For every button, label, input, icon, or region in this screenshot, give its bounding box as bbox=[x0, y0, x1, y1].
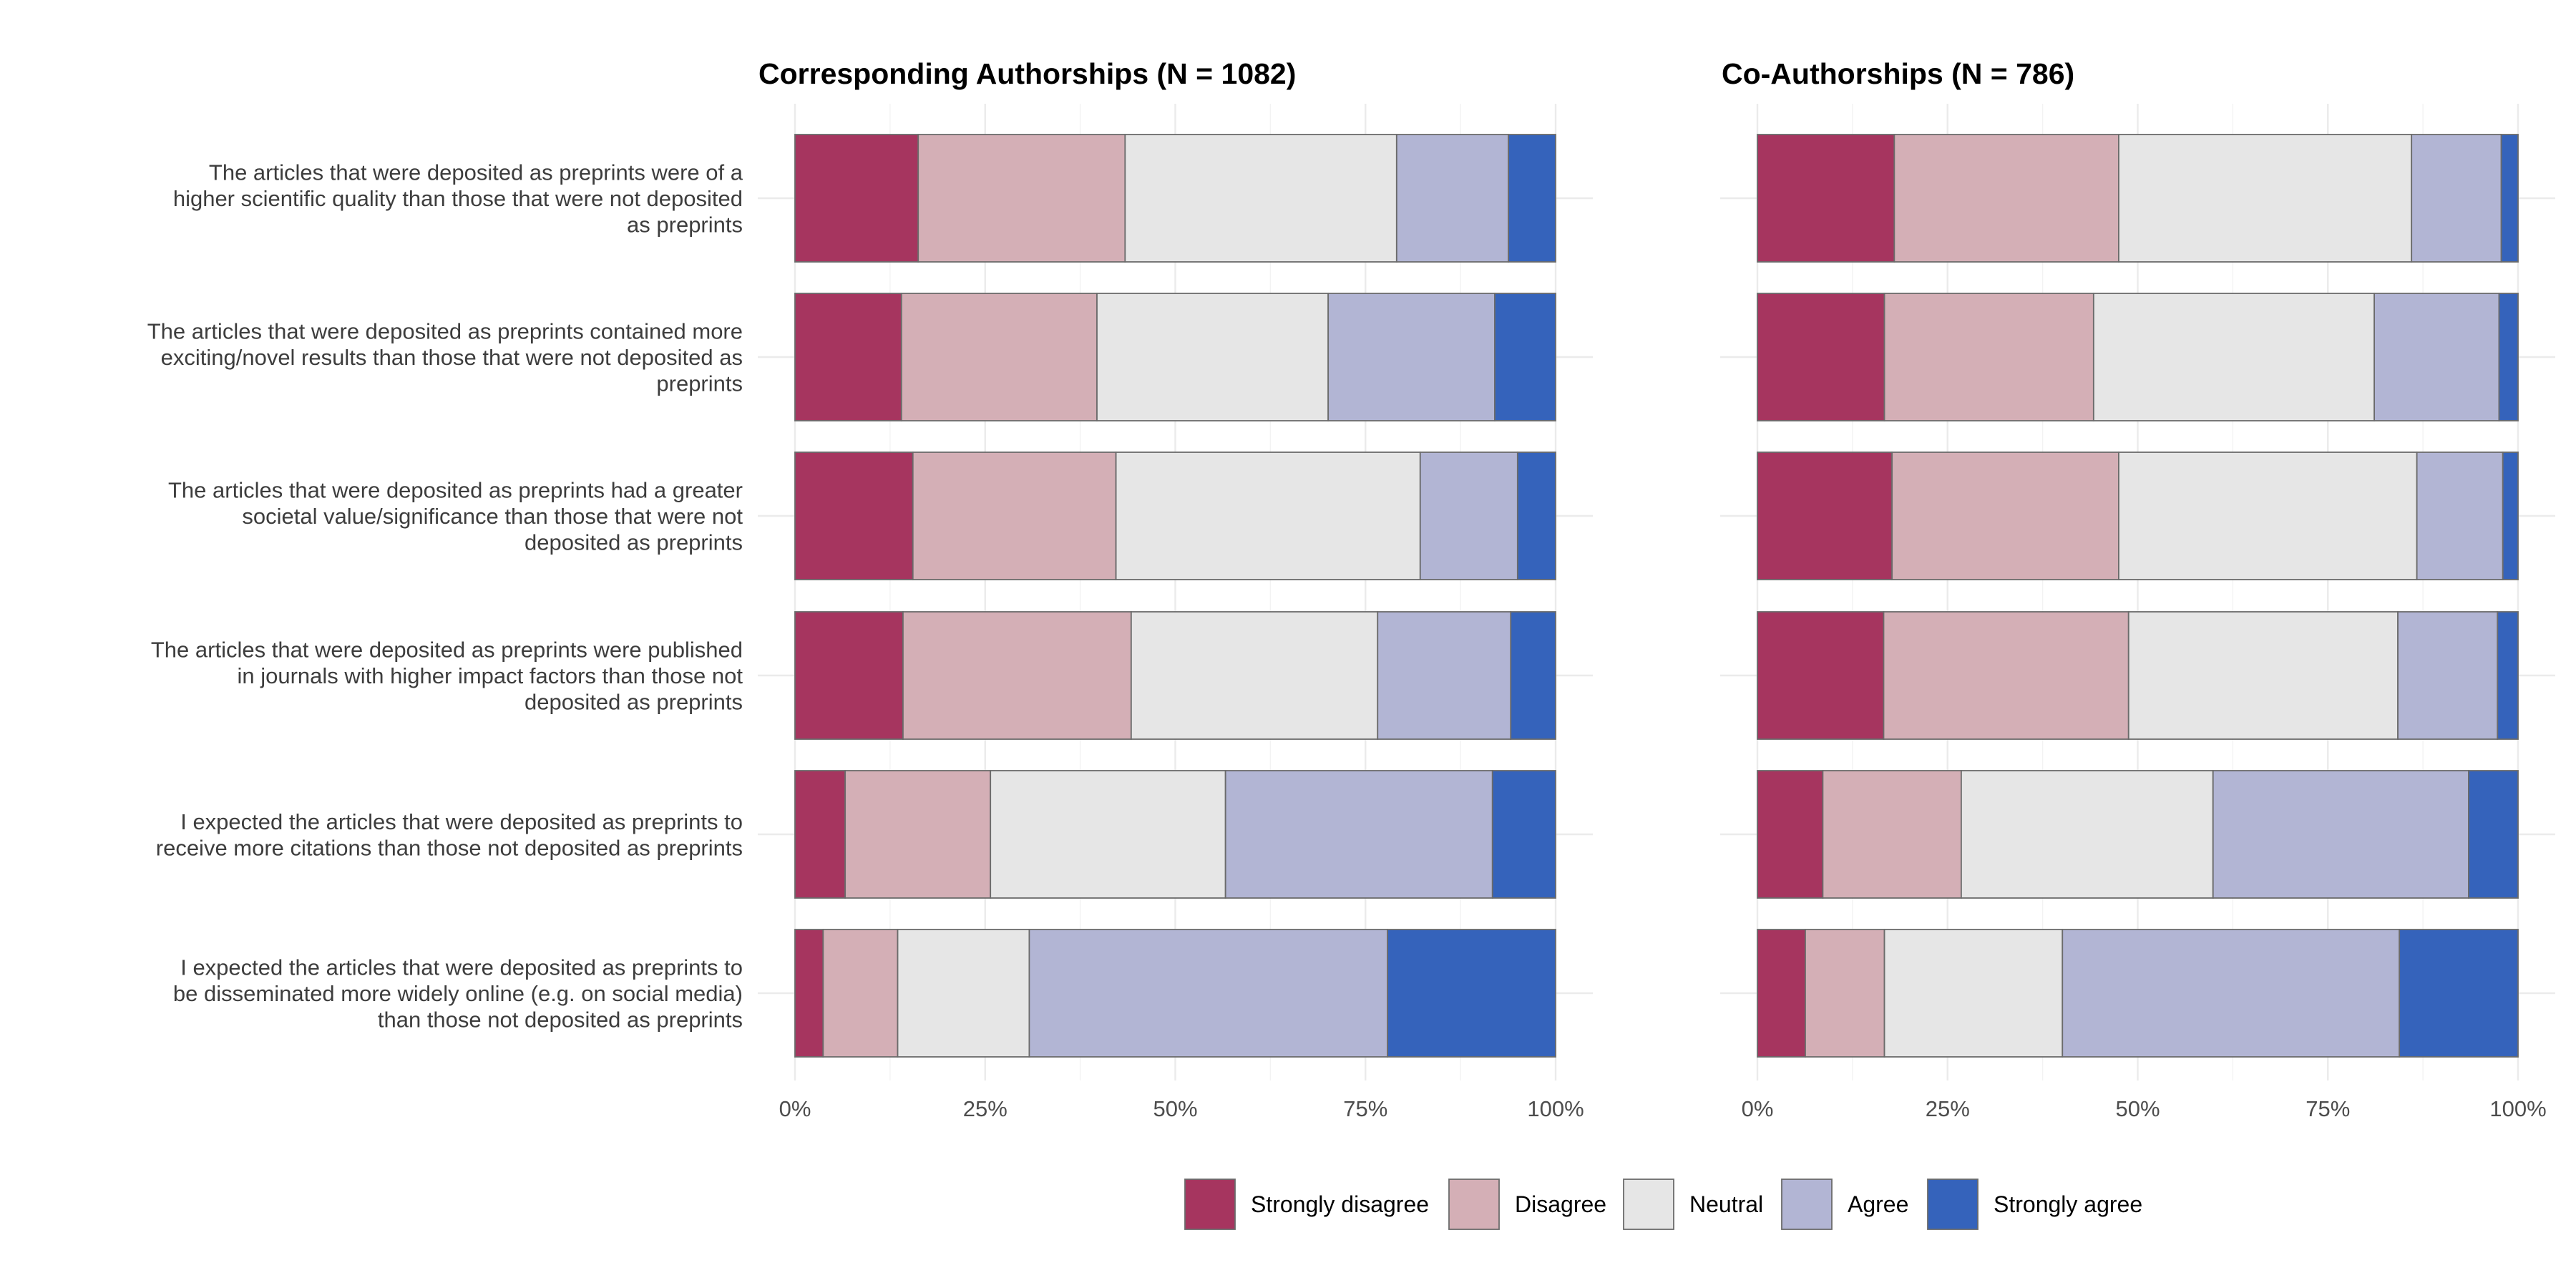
bar-segment-agree[interactable] bbox=[2397, 611, 2499, 740]
x-tick-label: 100% bbox=[2489, 1096, 2546, 1121]
bar-segment-neutral[interactable] bbox=[1096, 293, 1330, 421]
bar-segment-strongly-agree[interactable] bbox=[1387, 929, 1556, 1058]
bar-segment-neutral[interactable] bbox=[990, 770, 1226, 899]
x-tick-label: 25% bbox=[963, 1096, 1008, 1121]
bar-segment-disagree[interactable] bbox=[1893, 134, 2119, 263]
bar-segment-disagree[interactable] bbox=[912, 452, 1117, 580]
bar-segment-strongly-disagree[interactable] bbox=[1757, 929, 1806, 1058]
x-tick-label: 75% bbox=[2306, 1096, 2350, 1121]
bar-segment-disagree[interactable] bbox=[844, 770, 992, 899]
bar-segment-neutral[interactable] bbox=[2092, 293, 2375, 421]
x-tick-label: 50% bbox=[2115, 1096, 2160, 1121]
bar-segment-strongly-agree[interactable] bbox=[1510, 611, 1556, 740]
x-tick-label: 25% bbox=[1926, 1096, 1970, 1121]
bar-segment-neutral[interactable] bbox=[2127, 611, 2399, 740]
legend-key-strongly-agree[interactable] bbox=[1927, 1179, 1979, 1230]
bar-segment-agree[interactable] bbox=[1419, 452, 1518, 580]
bar-segment-disagree[interactable] bbox=[1883, 293, 2094, 421]
x-tick-label: 50% bbox=[1153, 1096, 1197, 1121]
bar-segment-agree[interactable] bbox=[2062, 929, 2401, 1058]
bar-segment-agree[interactable] bbox=[1224, 770, 1493, 899]
bar-segment-agree[interactable] bbox=[1395, 134, 1509, 263]
panel-title: Corresponding Authorships (N = 1082) bbox=[758, 57, 1296, 90]
bar-segment-agree[interactable] bbox=[2416, 452, 2504, 580]
bar-segment-strongly-disagree[interactable] bbox=[794, 929, 824, 1058]
legend-label: Agree bbox=[1848, 1191, 1908, 1217]
legend-key-neutral[interactable] bbox=[1623, 1179, 1674, 1230]
legend-key-agree[interactable] bbox=[1781, 1179, 1833, 1230]
bar-segment-strongly-disagree[interactable] bbox=[1757, 770, 1824, 899]
x-tick-label: 100% bbox=[1527, 1096, 1584, 1121]
bar-segment-agree[interactable] bbox=[1377, 611, 1512, 740]
bar-segment-neutral[interactable] bbox=[1883, 929, 2064, 1058]
x-tick-label: 0% bbox=[1742, 1096, 1774, 1121]
bar-segment-strongly-disagree[interactable] bbox=[794, 611, 904, 740]
bar-segment-neutral[interactable] bbox=[1124, 134, 1397, 263]
legend-label: Disagree bbox=[1515, 1191, 1606, 1217]
bar-segment-strongly-disagree[interactable] bbox=[1757, 611, 1885, 740]
x-tick-label: 0% bbox=[779, 1096, 811, 1121]
bar-segment-disagree[interactable] bbox=[1805, 929, 1885, 1058]
bar-segment-strongly-agree[interactable] bbox=[2500, 134, 2519, 263]
bar-segment-strongly-agree[interactable] bbox=[2502, 452, 2519, 580]
bar-segment-strongly-agree[interactable] bbox=[1508, 134, 1556, 263]
bar-segment-strongly-agree[interactable] bbox=[2399, 929, 2519, 1058]
bar-segment-agree[interactable] bbox=[2373, 293, 2500, 421]
bar-segment-neutral[interactable] bbox=[2118, 452, 2418, 580]
bar-segment-neutral[interactable] bbox=[2118, 134, 2413, 263]
category-label: I expected the articles that were deposi… bbox=[173, 955, 743, 1033]
bar-segment-disagree[interactable] bbox=[1891, 452, 2119, 580]
bar-segment-neutral[interactable] bbox=[1130, 611, 1379, 740]
bar-segment-strongly-disagree[interactable] bbox=[794, 452, 914, 580]
bar-segment-strongly-disagree[interactable] bbox=[794, 134, 919, 263]
bar-segment-strongly-disagree[interactable] bbox=[1757, 293, 1885, 421]
bar-segment-strongly-agree[interactable] bbox=[2498, 293, 2519, 421]
category-label: The articles that were deposited as prep… bbox=[168, 478, 743, 555]
category-label: The articles that were deposited as prep… bbox=[147, 319, 743, 396]
bar-segment-agree[interactable] bbox=[2411, 134, 2502, 263]
bar-segment-disagree[interactable] bbox=[900, 293, 1098, 421]
bar-segment-strongly-agree[interactable] bbox=[1516, 452, 1556, 580]
bar-segment-strongly-disagree[interactable] bbox=[794, 770, 847, 899]
bar-segment-disagree[interactable] bbox=[1883, 611, 2129, 740]
bar-segment-strongly-disagree[interactable] bbox=[794, 293, 902, 421]
bar-segment-neutral[interactable] bbox=[1960, 770, 2214, 899]
bar-segment-agree[interactable] bbox=[1028, 929, 1388, 1058]
bar-segment-disagree[interactable] bbox=[902, 611, 1132, 740]
legend-key-disagree[interactable] bbox=[1448, 1179, 1500, 1230]
bar-segment-strongly-disagree[interactable] bbox=[1757, 452, 1893, 580]
panel-title: Co-Authorships (N = 786) bbox=[1722, 57, 2074, 90]
bar-segment-agree[interactable] bbox=[1327, 293, 1496, 421]
legend-label: Neutral bbox=[1689, 1191, 1763, 1217]
bar-segment-agree[interactable] bbox=[2212, 770, 2469, 899]
bar-segment-neutral[interactable] bbox=[897, 929, 1030, 1058]
category-label: The articles that were deposited as prep… bbox=[151, 638, 743, 715]
bar-segment-strongly-agree[interactable] bbox=[1494, 293, 1556, 421]
bar-segment-disagree[interactable] bbox=[822, 929, 899, 1058]
x-tick-label: 75% bbox=[1343, 1096, 1387, 1121]
legend-label: Strongly disagree bbox=[1251, 1191, 1429, 1217]
bar-segment-strongly-agree[interactable] bbox=[2497, 611, 2519, 740]
category-label: I expected the articles that were deposi… bbox=[156, 809, 743, 861]
category-label: The articles that were deposited as prep… bbox=[173, 160, 743, 238]
legend-label: Strongly agree bbox=[1994, 1191, 2142, 1217]
bar-segment-neutral[interactable] bbox=[1115, 452, 1421, 580]
bar-segment-disagree[interactable] bbox=[1822, 770, 1962, 899]
bar-segment-disagree[interactable] bbox=[917, 134, 1126, 263]
bar-segment-strongly-disagree[interactable] bbox=[1757, 134, 1896, 263]
legend-key-strongly-disagree[interactable] bbox=[1184, 1179, 1236, 1230]
bar-segment-strongly-agree[interactable] bbox=[2468, 770, 2519, 899]
bar-segment-strongly-agree[interactable] bbox=[1491, 770, 1556, 899]
